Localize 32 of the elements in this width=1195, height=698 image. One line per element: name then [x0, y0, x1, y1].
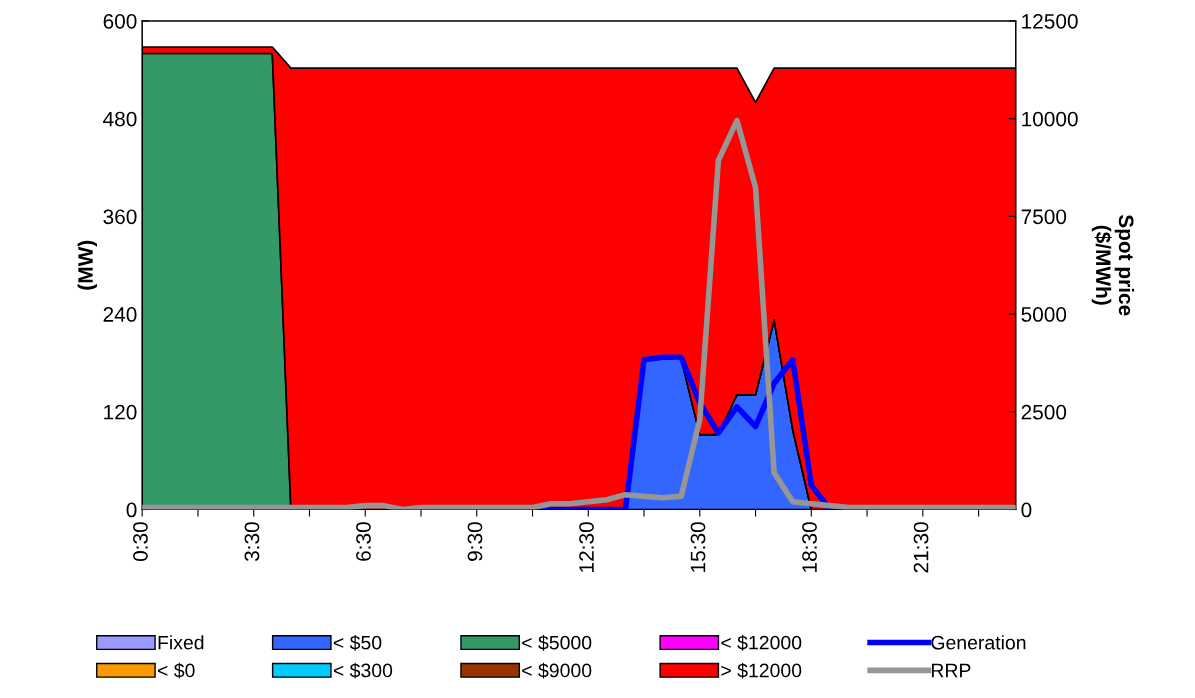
legend-label: < $50 [333, 634, 382, 651]
x-tick-label: 12:30 [579, 522, 594, 572]
y-tick-label: 0 [126, 502, 137, 518]
y-axis-title: (MW) [77, 240, 98, 290]
x-tick-label: 6:30 [356, 522, 371, 561]
x-tick-label: 21:30 [913, 522, 929, 573]
legend-label: Fixed [158, 635, 204, 650]
x-tick-label: 9:30 [467, 522, 483, 561]
legend-label: < $300 [333, 662, 393, 679]
y2-tick-label: 5000 [1021, 307, 1067, 322]
y2-tick-label: 12500 [1022, 13, 1078, 29]
y-tick-label: 240 [103, 307, 137, 322]
y-tick-label: 120 [104, 404, 137, 420]
y2-tick-label: 7500 [1021, 209, 1067, 225]
y-tick-label: 360 [103, 209, 137, 225]
y-tick-label: 600 [103, 13, 137, 29]
y2-tick-label: 2500 [1021, 404, 1067, 420]
legend-label: RRP [931, 663, 971, 678]
legend-label: > $12000 [721, 662, 802, 679]
legend-label: < $12000 [721, 634, 802, 651]
x-tick-label: 18:30 [802, 522, 817, 572]
legend-label: < $9000 [522, 662, 592, 679]
y2-tick-label: 0 [1021, 502, 1032, 518]
legend-label: < $0 [157, 662, 195, 679]
x-tick-label: 15:30 [690, 522, 706, 572]
y-tick-label: 480 [103, 111, 137, 127]
y2-tick-label: 10000 [1022, 111, 1078, 127]
legend-label: < $5000 [522, 634, 592, 651]
x-tick-label: 0:30 [133, 522, 148, 562]
y2-axis-title: Spot price ($/MWh) [1091, 214, 1135, 316]
x-tick-label: 3:30 [244, 522, 260, 562]
legend-label: Generation [931, 635, 1026, 650]
